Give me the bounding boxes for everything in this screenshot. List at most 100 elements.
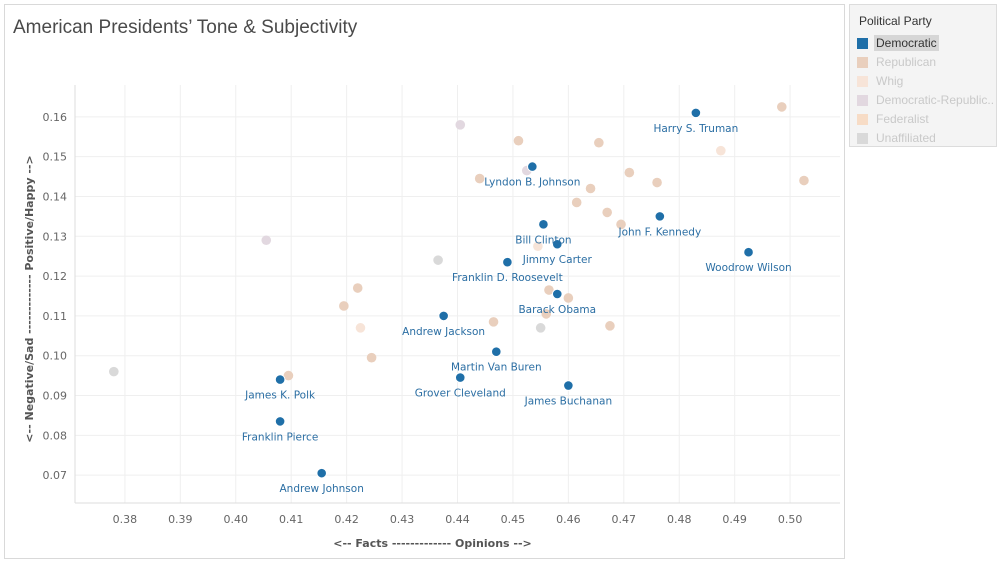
data-point xyxy=(616,219,626,230)
data-point xyxy=(513,135,524,146)
y-tick-label: 0.14 xyxy=(43,190,68,203)
y-tick-label: 0.07 xyxy=(43,469,68,482)
chart-panel: American Presidents’ Tone & Subjectivity… xyxy=(4,4,845,559)
data-point xyxy=(551,238,563,250)
data-label: John F. Kennedy xyxy=(618,226,702,238)
x-tick-label: 0.49 xyxy=(722,513,747,526)
legend-item-federalist[interactable]: Federalist xyxy=(857,110,931,128)
data-point xyxy=(551,288,563,300)
legend-swatch xyxy=(857,37,868,49)
legend-swatch xyxy=(857,94,868,106)
x-tick-label: 0.41 xyxy=(279,513,304,526)
data-label: Franklin D. Roosevelt xyxy=(452,272,563,284)
legend-label: Unaffiliated xyxy=(876,131,936,145)
legend-label: Republican xyxy=(876,55,937,69)
data-point xyxy=(283,370,294,381)
data-point xyxy=(652,177,662,188)
data-point xyxy=(690,107,702,119)
y-tick-label: 0.09 xyxy=(43,390,68,403)
data-label: Harry S. Truman xyxy=(653,123,738,135)
data-label: Barack Obama xyxy=(518,304,596,316)
data-label: Grover Cleveland xyxy=(415,388,506,400)
data-label: Andrew Jackson xyxy=(402,326,485,338)
data-point xyxy=(455,120,466,130)
data-label: Bill Clinton xyxy=(515,234,571,246)
data-point xyxy=(366,352,377,363)
data-point xyxy=(585,183,596,194)
data-point xyxy=(316,467,327,479)
data-point xyxy=(563,293,574,303)
y-axis-title: <-- Negative/Sad ------------- Positive/… xyxy=(23,155,36,442)
data-label: James K. Polk xyxy=(244,390,316,402)
data-point xyxy=(488,317,499,327)
legend-item-democratic[interactable]: Democratic xyxy=(857,34,939,52)
data-point xyxy=(261,235,272,246)
y-tick-label: 0.12 xyxy=(43,270,68,283)
y-tick-label: 0.08 xyxy=(43,429,68,442)
data-label: Lyndon B. Johnson xyxy=(484,177,580,189)
data-point xyxy=(602,207,612,218)
data-point xyxy=(571,197,582,208)
data-point xyxy=(274,374,286,385)
data-label: Jimmy Carter xyxy=(522,254,593,266)
legend-item-whig[interactable]: Whig xyxy=(857,72,905,90)
data-label: Andrew Johnson xyxy=(280,483,364,495)
data-point xyxy=(502,256,513,268)
data-point xyxy=(109,366,119,377)
legend-label: Federalist xyxy=(876,112,929,126)
data-point xyxy=(799,175,809,186)
data-point xyxy=(541,309,551,319)
data-point xyxy=(491,346,502,358)
data-point xyxy=(438,310,449,322)
data-point xyxy=(355,323,366,333)
legend-item-republican[interactable]: Republican xyxy=(857,53,938,71)
legend-swatch xyxy=(857,56,868,68)
x-tick-label: 0.48 xyxy=(667,513,692,526)
x-tick-label: 0.39 xyxy=(168,513,193,526)
chart-title: American Presidents’ Tone & Subjectivity xyxy=(13,17,358,38)
legend-label: Democratic xyxy=(874,35,939,51)
data-point xyxy=(474,173,485,184)
data-label: Franklin Pierce xyxy=(242,431,318,443)
x-tick-label: 0.38 xyxy=(113,513,138,526)
data-point xyxy=(535,323,546,333)
x-tick-label: 0.47 xyxy=(612,513,637,526)
data-point xyxy=(527,161,538,172)
data-point xyxy=(533,241,543,252)
legend-label: Democratic-Republic.. xyxy=(876,93,995,107)
x-tick-label: 0.40 xyxy=(224,513,249,526)
legend-swatch xyxy=(857,113,868,125)
legend-item-democratic-republican[interactable]: Democratic-Republic.. xyxy=(857,91,996,109)
data-point xyxy=(454,372,466,383)
x-tick-label: 0.46 xyxy=(556,513,581,526)
data-point xyxy=(776,102,787,112)
y-tick-label: 0.13 xyxy=(43,230,68,243)
legend-swatch xyxy=(857,75,868,87)
data-point xyxy=(605,321,615,331)
data-label: Martin Van Buren xyxy=(451,362,542,374)
data-point xyxy=(743,246,754,258)
legend-label: Whig xyxy=(876,74,904,88)
x-tick-label: 0.42 xyxy=(334,513,359,526)
data-point xyxy=(594,137,604,148)
y-tick-label: 0.11 xyxy=(43,310,68,323)
legend-swatch xyxy=(857,132,868,144)
data-point xyxy=(544,285,554,295)
legend-title: Political Party xyxy=(859,14,932,28)
data-point xyxy=(563,380,574,391)
x-tick-label: 0.50 xyxy=(778,513,803,526)
data-point xyxy=(274,416,286,427)
data-point xyxy=(716,145,726,156)
data-point xyxy=(352,283,363,293)
data-label: Woodrow Wilson xyxy=(705,262,791,274)
data-point xyxy=(433,255,443,265)
y-tick-label: 0.16 xyxy=(43,111,68,124)
data-point xyxy=(538,219,549,230)
legend-item-unaffiliated[interactable]: Unaffiliated xyxy=(857,129,938,147)
data-label: James Buchanan xyxy=(524,396,613,408)
scatter-plot: 0.38 0.39 0.40 0.41 0.42 0.43 0.44 0.45 0.46 0.47… xyxy=(23,85,840,550)
data-point xyxy=(339,301,349,311)
x-tick-label: 0.45 xyxy=(501,513,526,526)
y-tick-label: 0.10 xyxy=(43,350,68,363)
x-axis-title: <-- Facts ------------- Opinions --> xyxy=(333,537,532,550)
